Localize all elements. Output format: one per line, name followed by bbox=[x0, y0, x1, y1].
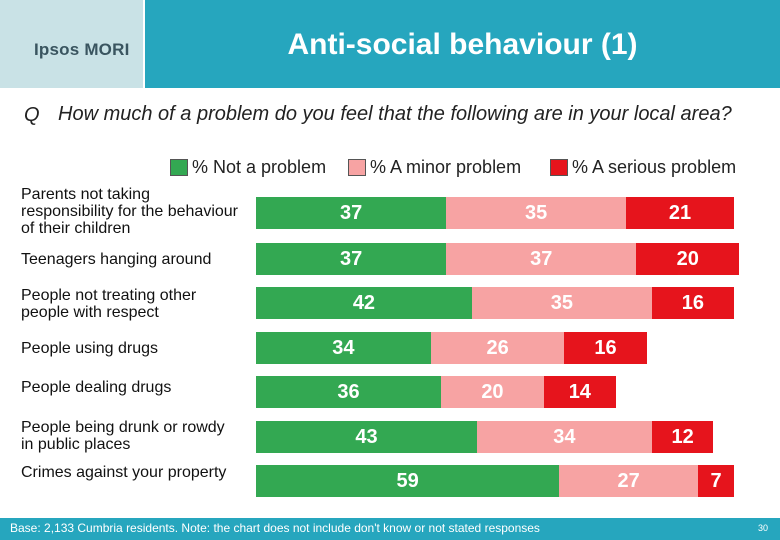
slide-title: Anti-social behaviour (1) bbox=[287, 28, 638, 61]
bar-segment bbox=[626, 197, 735, 229]
data-label: 26 bbox=[486, 337, 509, 359]
bar-segment bbox=[256, 465, 560, 497]
bar-segment bbox=[256, 243, 447, 275]
footer-bar: Base: 2,133 Cumbria residents. Note: the… bbox=[0, 518, 780, 540]
bar-segment bbox=[698, 465, 734, 497]
legend-label: % Not a problem bbox=[192, 157, 327, 177]
bar-segment bbox=[471, 287, 652, 319]
title-bar: Anti-social behaviour (1) bbox=[145, 0, 780, 88]
bar-segment bbox=[256, 332, 431, 364]
bar-segment bbox=[564, 332, 647, 364]
logo-panel: Ipsos MORI bbox=[0, 0, 145, 88]
legend-swatch-red bbox=[550, 159, 568, 176]
bar-segment bbox=[256, 197, 447, 229]
legend-item-not-a-problem: % Not a problem bbox=[170, 157, 326, 178]
legend-label: % A minor problem bbox=[370, 157, 522, 177]
bar-segment bbox=[430, 332, 565, 364]
data-label: 36 bbox=[337, 381, 360, 403]
bar-segment bbox=[651, 421, 714, 453]
legend-item-serious-problem: % A serious problem bbox=[550, 157, 736, 178]
bar-segment bbox=[256, 421, 478, 453]
data-label: 34 bbox=[553, 426, 576, 448]
category-label: Teenagers hanging around bbox=[21, 251, 212, 268]
bar-segment bbox=[256, 287, 472, 319]
base-note: Base: 2,133 Cumbria residents. Note: the… bbox=[10, 521, 540, 535]
bar-segment bbox=[256, 376, 442, 408]
data-label: 37 bbox=[339, 248, 363, 270]
question-marker: Q bbox=[24, 104, 40, 126]
category-label: Parents not taking responsibility for th… bbox=[21, 186, 239, 237]
bar-segment bbox=[543, 376, 616, 408]
data-label: 20 bbox=[676, 248, 699, 270]
data-label: 7 bbox=[710, 470, 722, 492]
data-label: 35 bbox=[525, 202, 548, 224]
data-label: 37 bbox=[530, 248, 553, 270]
data-label: 27 bbox=[617, 470, 640, 492]
data-label: 14 bbox=[568, 381, 591, 403]
bar-segment bbox=[446, 197, 627, 229]
data-label: 21 bbox=[668, 202, 692, 224]
bar-segment bbox=[651, 287, 734, 319]
data-label: 12 bbox=[671, 426, 694, 448]
data-label: 35 bbox=[550, 292, 573, 314]
bar-segment bbox=[477, 421, 652, 453]
ipsos-mori-logo: Ipsos MORI bbox=[34, 40, 130, 59]
data-label: 59 bbox=[396, 470, 419, 492]
category-label: People dealing drugs bbox=[21, 379, 172, 396]
data-label: 43 bbox=[355, 426, 378, 448]
question-text: How much of a problem do you feel that t… bbox=[58, 103, 732, 125]
data-label: 37 bbox=[339, 202, 363, 224]
data-label: 20 bbox=[481, 381, 504, 403]
data-label: 16 bbox=[681, 292, 705, 314]
category-label: People using drugs bbox=[21, 340, 158, 357]
category-label: Crimes against your property bbox=[21, 464, 227, 481]
bar-segment bbox=[441, 376, 544, 408]
legend-item-minor-problem: % A minor problem bbox=[348, 157, 521, 178]
legend-swatch-green bbox=[170, 159, 188, 176]
bar-segment bbox=[446, 243, 637, 275]
category-label: People not treating other people with re… bbox=[21, 287, 197, 321]
data-label: 34 bbox=[332, 337, 355, 359]
legend-label: % A serious problem bbox=[572, 157, 737, 177]
page-number: 30 bbox=[757, 523, 768, 533]
data-label: 42 bbox=[352, 292, 376, 314]
legend-swatch-pink bbox=[348, 159, 366, 176]
bar-segment bbox=[636, 243, 740, 275]
data-label: 16 bbox=[594, 337, 617, 359]
header: Ipsos MORI Anti-social behaviour (1) bbox=[0, 0, 780, 88]
bar-segment bbox=[559, 465, 699, 497]
category-label: People being drunk or rowdy in public pl… bbox=[21, 419, 225, 453]
